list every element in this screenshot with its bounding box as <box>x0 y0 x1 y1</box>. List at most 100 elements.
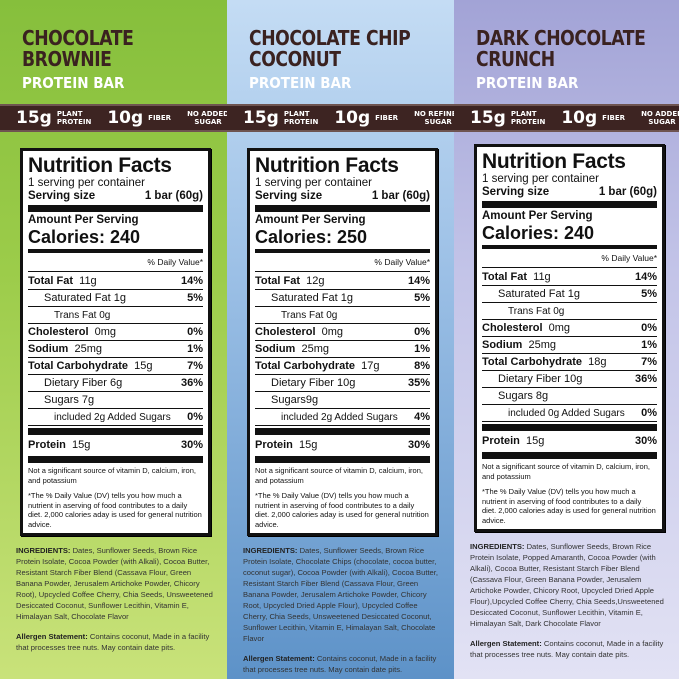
protein-amount: 15g <box>470 108 506 128</box>
sugar-claim: NO REFINEDSUGAR <box>414 110 454 126</box>
nutrition-facts-label: Nutrition Facts 1 serving per container Se… <box>474 144 665 532</box>
nutrient-label: included 0g Added Sugars <box>508 407 625 419</box>
nutrient-amount: 0mg <box>321 325 344 338</box>
nutrient-row: Protein 15g 30% <box>28 437 203 454</box>
footnote-nutrients: Not a significant source of vitamin D, c… <box>482 462 650 481</box>
fiber-label: FIBER <box>148 114 172 122</box>
nutrient-daily-value: 5% <box>187 291 203 304</box>
nutrient-row: Total Fat 11g 14% <box>482 269 657 286</box>
serving-size-label: Serving size <box>28 190 96 202</box>
nutrient-row: Trans Fat 0g <box>255 307 430 324</box>
protein-label-line: PROTEIN <box>283 118 319 126</box>
product-title-line: CHOCOLATE CHIP <box>249 26 411 50</box>
product-column: CHOCOLATE CHIP COCONUT PROTEIN BAR 15g PLANT… <box>227 0 454 679</box>
nutrient-amount: 25mg <box>528 338 556 351</box>
divider-thick <box>482 424 657 431</box>
footnote-nutrients: Not a significant source of vitamin D, c… <box>255 466 423 485</box>
nutrient-daily-value: 7% <box>187 359 203 372</box>
product-subtitle: PROTEIN BAR <box>476 74 579 92</box>
nutrient-row: Cholesterol 0mg 0% <box>28 324 203 341</box>
nutrient-row: Cholesterol 0mg 0% <box>255 324 430 341</box>
nutrient-row: Total Carbohydrate 18g 7% <box>482 354 657 371</box>
nutrient-row: included 2g Added Sugars 0% <box>28 409 203 426</box>
claims-band: 15g PLANT PROTEIN 10g FIBER NO ADDED SUGAR <box>454 104 679 132</box>
servings-per-container: 1 serving per container <box>482 173 599 185</box>
footnote-nutrients: Not a significant source of vitamin D, c… <box>28 466 196 485</box>
nutrient-row: Sodium 25mg 1% <box>255 341 430 358</box>
nutrient-daily-value: 8% <box>414 359 430 372</box>
nutrient-name: included 0g Added Sugars <box>482 407 625 420</box>
protein-label: PLANT PROTEIN <box>57 110 92 126</box>
divider-thick <box>255 456 430 463</box>
protein-label: PLANT PROTEIN <box>284 110 319 126</box>
nutrient-name: Total Fat 11g <box>482 271 551 284</box>
nutrition-facts-label: Nutrition Facts 1 serving per container Se… <box>247 148 438 536</box>
nutrient-name: Protein 15g <box>255 439 317 452</box>
nutrient-name: Cholesterol 0mg <box>28 326 116 339</box>
nutrient-label: Protein <box>255 439 293 451</box>
sugar-claim-line: SUGAR <box>648 118 676 126</box>
footnote-daily-value: *The % Daily Value (DV) tells you how mu… <box>28 491 202 529</box>
divider-thick <box>28 205 203 212</box>
protein-amount: 15g <box>16 108 52 128</box>
nutrient-label: Protein <box>482 435 520 447</box>
product-title-line: CRUNCH <box>476 47 555 71</box>
nutrient-name: Saturated Fat 1g <box>482 288 580 301</box>
product-title: DARK CHOCOLATE CRUNCH <box>476 28 679 70</box>
allergen-statement: Allergen Statement: Contains coconut, Ma… <box>16 631 217 653</box>
nutrient-daily-value: 0% <box>641 406 657 419</box>
footnote-daily-value: *The % Daily Value (DV) tells you how mu… <box>482 487 656 525</box>
nutrient-daily-value: 4% <box>414 410 430 423</box>
ingredients-text: Dates, Sunflower Seeds, Brown Rice Prote… <box>243 546 438 643</box>
nutrient-daily-value: 36% <box>634 372 657 385</box>
nutrient-label: Sugars 8g <box>498 389 549 402</box>
nutrient-daily-value: 30% <box>180 439 203 451</box>
nutrient-daily-value: 30% <box>634 435 657 447</box>
protein-amount: 15g <box>243 108 279 128</box>
divider-medium <box>482 245 657 249</box>
nutrient-daily-value: 1% <box>414 342 430 355</box>
nutrient-daily-value: 1% <box>187 342 203 355</box>
fiber-label: FIBER <box>375 114 399 122</box>
ingredients-label: INGREDIENTS: <box>243 546 298 555</box>
ingredients-label: INGREDIENTS: <box>16 546 71 555</box>
nutrient-name: Trans Fat 0g <box>28 309 110 322</box>
nutrient-row: Sodium 25mg 1% <box>28 341 203 358</box>
nutrient-daily-value: 14% <box>180 274 203 287</box>
allergen-statement: Allergen Statement: Contains coconut, Ma… <box>470 638 669 660</box>
nutrient-label: Sodium <box>28 342 69 355</box>
nutrient-name: Sodium 25mg <box>28 343 102 356</box>
nutrient-daily-value: 35% <box>407 376 430 389</box>
nutrient-name: Dietary Fiber 10g <box>482 373 582 386</box>
product-title-line: BROWNIE <box>22 47 112 71</box>
allergen-label: Allergen Statement: <box>470 639 542 648</box>
nutrient-daily-value: 0% <box>641 321 657 334</box>
protein-label-line: PLANT <box>510 110 537 118</box>
nutrient-label: Sodium <box>255 342 296 355</box>
nutrient-amount: 15g <box>526 435 545 447</box>
nutrient-row: Total Fat 11g 14% <box>28 273 203 290</box>
nutrient-name: Dietary Fiber 6g <box>28 377 122 390</box>
sugar-claim: NO ADDED SUGAR <box>187 110 227 126</box>
nutrient-amount: 15g <box>134 359 153 372</box>
nutrient-row: Protein 15g 30% <box>482 433 657 450</box>
nutrient-label: Dietary Fiber 6g <box>44 376 123 389</box>
nutrient-row: Cholesterol 0mg 0% <box>482 320 657 337</box>
nutrient-row: Dietary Fiber 6g 36% <box>28 375 203 392</box>
calories: Calories: 240 <box>28 227 141 247</box>
nutrient-daily-value: 36% <box>180 376 203 389</box>
ingredients: INGREDIENTS: Dates, Sunflower Seeds, Bro… <box>470 541 669 629</box>
divider-thick <box>28 428 203 435</box>
nutrient-label: Cholesterol <box>28 325 89 338</box>
protein-label: PLANT PROTEIN <box>511 110 546 126</box>
sugar-claim-line: NO REFINED <box>414 110 454 118</box>
serving-size-value: 1 bar (60g) <box>144 190 203 202</box>
nutrient-name: Total Carbohydrate 18g <box>482 356 607 369</box>
nutrient-label: Total Carbohydrate <box>482 355 583 368</box>
divider-thick <box>482 452 657 459</box>
nutrient-label: Trans Fat 0g <box>281 309 338 321</box>
nutrient-row: included 2g Added Sugars 4% <box>255 409 430 426</box>
serving-size-label: Serving size <box>482 186 550 198</box>
product-column: DARK CHOCOLATE CRUNCH PROTEIN BAR 15g PLANT P… <box>454 0 679 679</box>
